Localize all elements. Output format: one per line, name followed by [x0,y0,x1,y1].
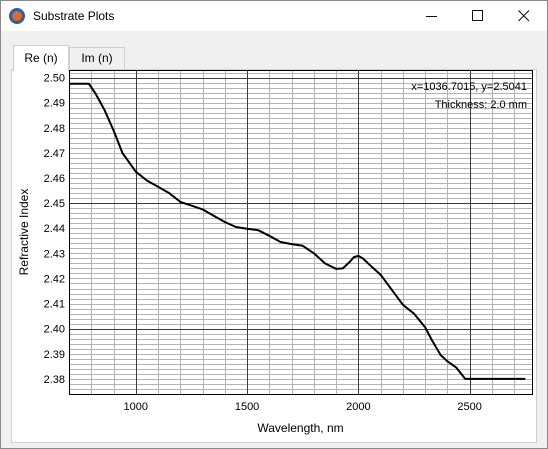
y-tick-label: 2.41 [44,299,65,311]
x-tick-label: 1500 [235,401,259,413]
x-axis-ticks: 1000 1500 2000 2500 [124,401,482,413]
y-tick-label: 2.45 [44,198,65,210]
plot-frame [69,70,533,395]
window-title: Substrate Plots [33,9,115,23]
x-tick-label: 2500 [457,401,481,413]
cursor-readout: x=1036.7015, y=2.5041 [411,81,527,93]
close-button[interactable] [501,1,547,31]
y-tick-label: 2.39 [44,349,65,361]
y-tick-label: 2.46 [44,173,65,185]
close-icon [518,10,530,22]
y-axis-label: Refractive Index [17,189,31,276]
x-axis-label: Wavelength, nm [257,421,343,435]
refractive-index-series-line [69,82,526,380]
x-tick-label: 1000 [124,401,148,413]
x-tick-label: 2000 [346,401,370,413]
app-logo-icon [9,8,25,24]
major-grid [69,70,532,394]
minimize-icon [426,16,437,17]
y-tick-label: 2.43 [44,248,65,260]
y-tick-label: 2.47 [44,148,65,160]
y-tick-label: 2.49 [44,98,65,110]
y-tick-label: 2.42 [44,273,65,285]
tab-re-n[interactable]: Re (n) [13,45,69,72]
title-bar[interactable]: Substrate Plots [1,1,547,31]
y-tick-label: 2.50 [44,73,65,85]
maximize-button[interactable] [455,1,501,31]
maximize-icon [472,10,483,21]
y-tick-label: 2.40 [44,324,65,336]
y-tick-label: 2.44 [44,223,65,235]
thickness-label: Thickness: 2.0 mm [435,99,527,111]
y-axis-ticks: 2.38 2.39 2.40 2.41 2.42 2.43 2.44 2.45 2.46 2.47… [44,73,65,386]
y-tick-label: 2.48 [44,123,65,135]
minimize-button[interactable] [409,1,455,31]
y-tick-label: 2.38 [44,374,65,386]
tab-im-n[interactable]: Im (n) [69,47,125,70]
